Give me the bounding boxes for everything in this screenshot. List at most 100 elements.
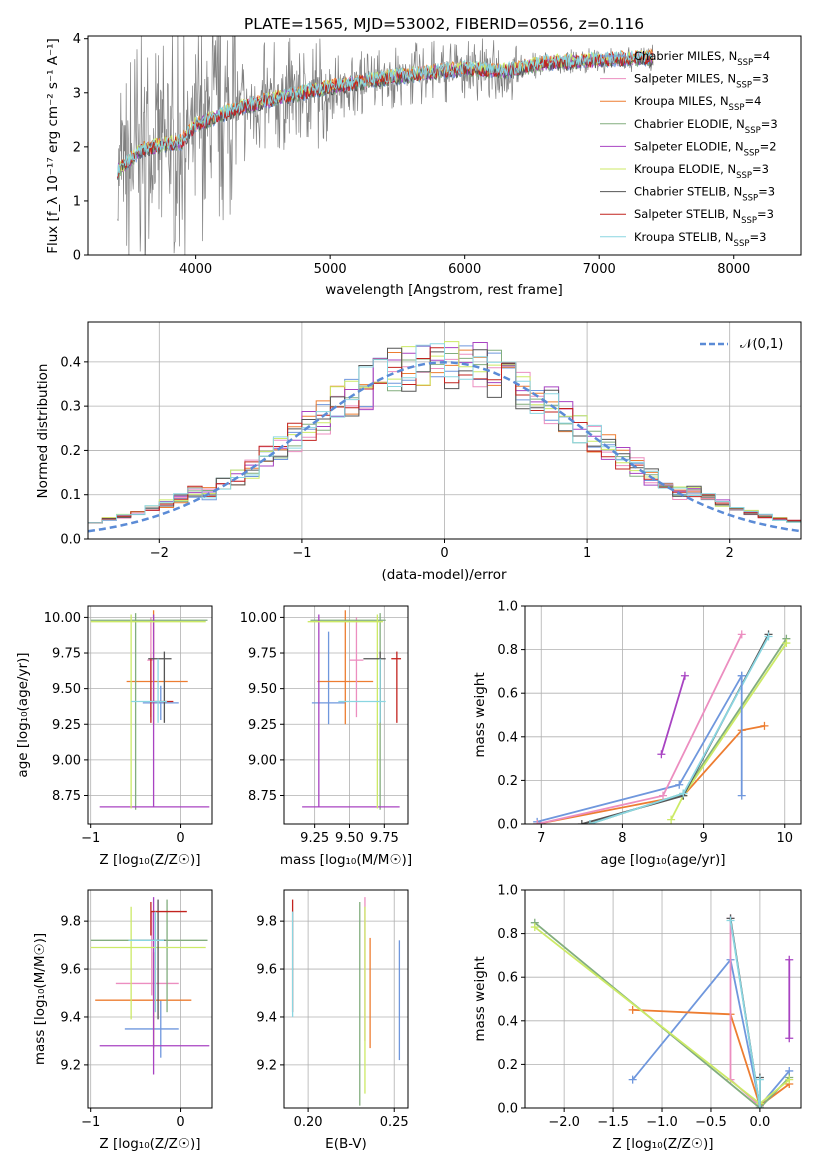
axes-frame-mass_vs_EBV xyxy=(283,889,409,1109)
plus-marker xyxy=(659,791,667,800)
errorbar-point xyxy=(90,614,206,809)
plus-marker xyxy=(667,815,676,824)
y-tick-label: 9.00 xyxy=(52,753,81,768)
axes-frame-spectrum xyxy=(87,35,802,256)
plus-marker xyxy=(737,791,746,800)
errorbar-point xyxy=(124,1000,179,1058)
ticks-age_vs_mass: 9.25 9.50 9.75 8.75 9.00 9.25 9.50 9.75 10.00 xyxy=(240,611,399,846)
errorbar-point xyxy=(150,901,187,936)
errorbar-point xyxy=(128,911,165,1013)
marks-age_vs_Z xyxy=(90,610,210,810)
y-tick-label: 9.75 xyxy=(52,647,81,662)
x-axis-label-age_vs_mass: mass [log₁₀(M/M☉)] xyxy=(280,852,412,868)
plus-marker xyxy=(680,671,689,680)
x-tick-label: 7000 xyxy=(583,262,616,277)
y-tick-label: 0.1 xyxy=(60,488,81,503)
y-tick-label: 1.0 xyxy=(497,600,518,615)
panel-age_vs_Z: −1 0 8.75 9.00 9.25 9.50 9.75 10.00 Z [log₁₀(Z/… xyxy=(15,605,213,868)
marks-residuals xyxy=(88,341,801,533)
model-spectrum-line xyxy=(117,52,654,180)
y-tick-label: 9.50 xyxy=(52,682,81,697)
y-axis-label-mass_vs_Z: mass [log₁₀(M/M☉)] xyxy=(32,933,48,1065)
y-tick-label: 9.25 xyxy=(248,718,277,733)
ticks-weight_vs_Z: −2.0 −1.5 −1.0 −0.5 0.0 0.0 0.2 0.4 0.6 0.8 1.0 xyxy=(497,884,770,1131)
y-tick-label: 1 xyxy=(73,194,81,209)
y-tick-label: 0.0 xyxy=(60,533,81,548)
legend-label: Chabrier MILES, NSSP=4 xyxy=(634,49,770,68)
plus-marker xyxy=(533,820,542,824)
y-tick-label: 0 xyxy=(73,249,81,264)
y-tick-label: 0.0 xyxy=(497,818,518,833)
panel-weight_vs_age: 7 8 9 10 0.0 0.2 0.4 0.6 0.8 1.0 age [log₁₀(age/y… xyxy=(472,600,802,868)
x-tick-label: −1.0 xyxy=(646,1115,678,1130)
y-tick-label: 9.8 xyxy=(256,915,277,930)
errorbar-point xyxy=(115,911,179,996)
x-tick-label: 0.20 xyxy=(294,1115,323,1130)
marks-weight_vs_Z xyxy=(530,914,794,1108)
legend-spectrum: Chabrier MILES, NSSP=4 Salpeter MILES, NS… xyxy=(600,49,778,249)
y-tick-label: 0.6 xyxy=(497,687,518,702)
errorbar-point xyxy=(338,658,386,723)
errorbar-point xyxy=(311,631,346,725)
marks-weight_vs_age xyxy=(533,630,791,824)
x-tick-label: −2 xyxy=(150,546,169,561)
plus-marker xyxy=(755,1104,764,1108)
x-tick-label: −1 xyxy=(81,831,100,846)
plus-marker xyxy=(737,630,746,639)
y-tick-label: 0.6 xyxy=(497,971,518,986)
plus-marker xyxy=(755,1075,764,1084)
errorbar-point xyxy=(302,614,400,808)
marks-spectrum xyxy=(117,36,654,255)
plus-marker xyxy=(628,1075,637,1084)
errorbar-point xyxy=(99,897,210,1075)
grid-age_vs_Z xyxy=(88,606,212,824)
legend-label: Chabrier STELIB, NSSP=3 xyxy=(634,185,775,204)
legend-label: Salpeter ELODIE, NSSP=2 xyxy=(634,139,777,158)
errorbar-point xyxy=(317,610,374,725)
errorbar-point xyxy=(148,651,172,723)
ticks-weight_vs_age: 7 8 9 10 0.0 0.2 0.4 0.6 0.8 1.0 xyxy=(497,600,793,847)
errorbar-point xyxy=(95,952,192,1049)
histogram-series xyxy=(88,343,801,524)
x-tick-label: 5000 xyxy=(314,262,347,277)
y-tick-label: 9.00 xyxy=(248,753,277,768)
y-tick-label: 8.75 xyxy=(52,789,81,804)
axes-frame-weight_vs_Z xyxy=(524,889,802,1109)
plus-marker xyxy=(785,1034,794,1043)
errorbar-point xyxy=(131,658,168,723)
series-line xyxy=(537,725,765,824)
y-tick-label: 8.75 xyxy=(248,789,277,804)
normal-reference-curve xyxy=(88,361,801,533)
y-tick-label: 0.2 xyxy=(497,774,518,789)
plus-marker xyxy=(679,789,688,798)
errorbar-point xyxy=(90,899,208,1013)
errorbar-point xyxy=(150,658,174,723)
errorbar-point xyxy=(147,617,153,718)
grid-age_vs_mass xyxy=(284,606,408,824)
plus-marker xyxy=(726,916,735,925)
x-axis-label-age_vs_Z: Z [log₁₀(Z/Z☉)] xyxy=(99,852,200,868)
x-tick-label: 2 xyxy=(726,546,734,561)
series-line xyxy=(660,675,686,755)
panel-spectrum: PLATE=1565, MJD=53002, FIBERID=0556, z=0… xyxy=(45,15,802,298)
errorbar-point xyxy=(142,685,179,720)
axes-frame-age_vs_Z xyxy=(87,605,213,825)
y-tick-label: 4 xyxy=(73,32,81,47)
legend-label: Kroupa ELODIE, NSSP=3 xyxy=(634,162,769,181)
x-tick-label: 9.50 xyxy=(335,831,364,846)
plus-marker xyxy=(675,780,684,789)
marks-mass_vs_Z xyxy=(90,897,210,1075)
x-tick-label: 8 xyxy=(618,831,626,846)
x-tick-label: 0.25 xyxy=(380,1115,409,1130)
x-tick-label: −0.5 xyxy=(695,1115,727,1130)
x-tick-label: 7 xyxy=(537,831,545,846)
x-tick-label: 8000 xyxy=(717,262,750,277)
y-tick-label: 9.6 xyxy=(60,963,81,978)
y-tick-label: 0.3 xyxy=(60,400,81,415)
plus-marker xyxy=(585,820,594,824)
y-tick-label: 0.8 xyxy=(497,643,518,658)
x-tick-label: −1.5 xyxy=(597,1115,629,1130)
series-line xyxy=(670,642,788,821)
grid-weight_vs_age xyxy=(525,605,801,825)
